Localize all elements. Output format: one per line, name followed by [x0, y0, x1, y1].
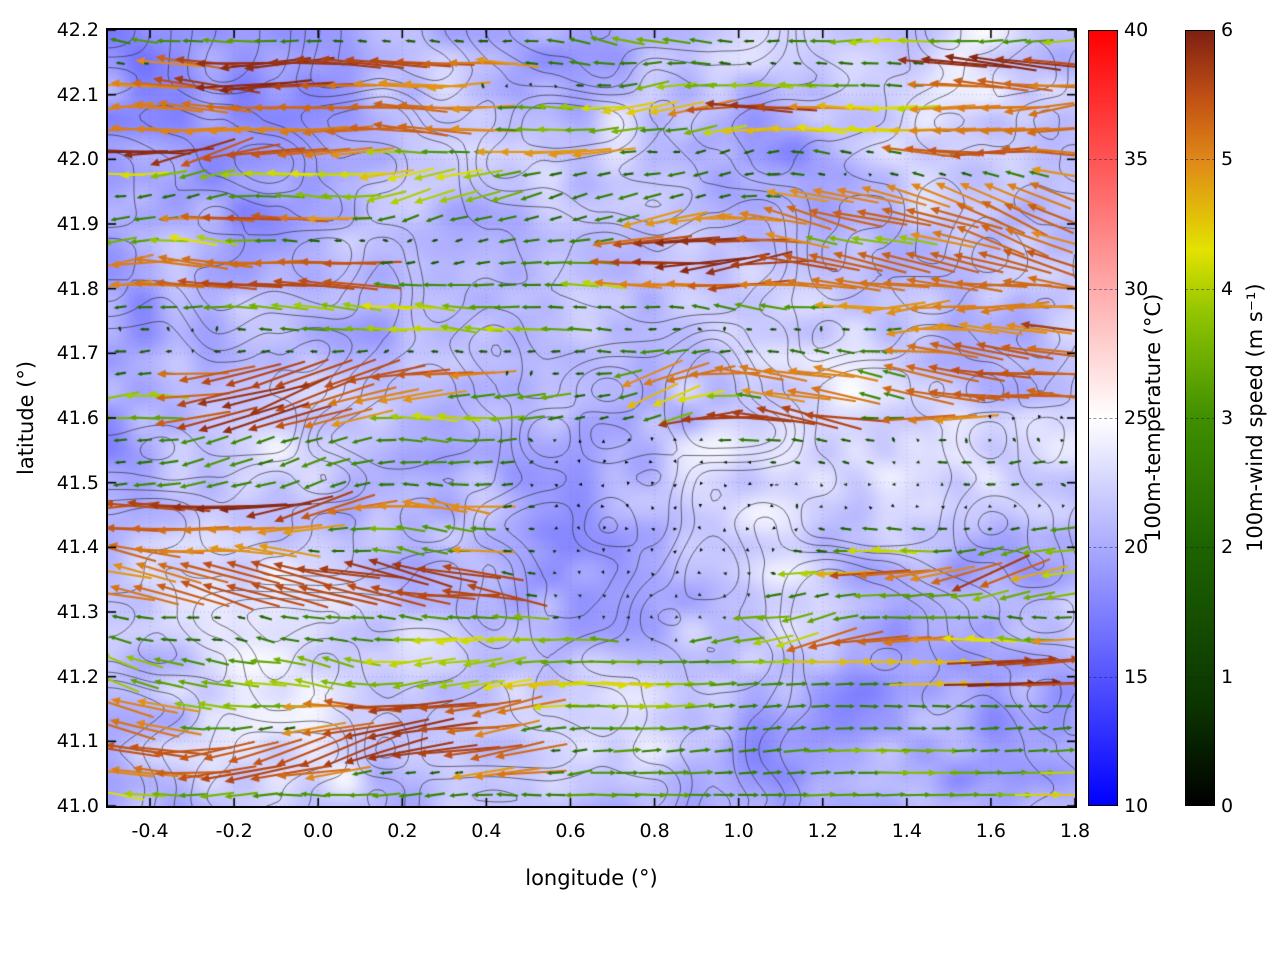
colorbar-gridline — [1088, 547, 1118, 549]
colorbar-tick-label: 0 — [1221, 795, 1234, 817]
y-tick-label: 41.9 — [56, 213, 99, 235]
colorbar-tick-label: 30 — [1124, 277, 1149, 300]
x-tick-label: 0.2 — [387, 820, 418, 842]
colorbar-gridline — [1185, 676, 1215, 678]
colorbar-tick-label: 5 — [1221, 148, 1234, 171]
y-tick-label: 41.0 — [56, 795, 99, 817]
x-tick-label: 1.4 — [891, 820, 922, 842]
colorbar-gridline — [1088, 676, 1118, 678]
x-tick-label: -0.4 — [131, 820, 169, 842]
y-tick-label: 41.7 — [56, 342, 99, 365]
y-tick-label: 41.4 — [56, 536, 99, 559]
colorbar-gridline — [1185, 547, 1215, 549]
x-tick-label: 0.0 — [303, 820, 334, 842]
colorbar-gridline — [1185, 159, 1215, 161]
colorbar-tick-label: 1 — [1221, 665, 1234, 688]
y-tick-label: 41.2 — [56, 665, 99, 688]
temperature-colorbar-label: 100m-temperature (°C) — [1141, 293, 1165, 543]
x-tick-label: 0.8 — [639, 820, 670, 842]
y-tick-label: 41.5 — [56, 471, 99, 494]
colorbar-gridline — [1185, 418, 1215, 419]
y-tick-label: 41.8 — [56, 277, 99, 300]
colorbar-gridline — [1088, 418, 1118, 419]
y-tick-label: 41.6 — [56, 407, 99, 429]
y-tick-label: 41.3 — [56, 601, 99, 623]
x-tick-label: -0.2 — [215, 820, 253, 842]
x-tick-label: 1.0 — [723, 820, 754, 842]
temperature-wind-map-canvas — [108, 30, 1075, 806]
x-tick-label: 0.4 — [471, 820, 502, 842]
x-tick-label: 0.6 — [555, 820, 586, 842]
y-tick-label: 41.1 — [56, 730, 99, 753]
wind-colorbar — [1185, 30, 1215, 806]
y-axis-label: latitude (°) — [14, 360, 38, 476]
y-tick-label: 42.0 — [56, 148, 99, 171]
colorbar-gridline — [1185, 288, 1215, 290]
x-tick-label: 1.2 — [807, 820, 838, 842]
y-tick-label: 42.2 — [56, 19, 99, 41]
colorbar-gridline — [1088, 159, 1118, 161]
colorbar-tick-label: 3 — [1221, 407, 1234, 429]
x-tick-label: 1.8 — [1059, 820, 1091, 842]
colorbar-gridline — [1088, 288, 1118, 290]
colorbar-tick-label: 2 — [1221, 536, 1234, 559]
colorbar-tick-label: 40 — [1124, 19, 1149, 41]
colorbar-tick-label: 6 — [1221, 19, 1234, 41]
x-tick-label: 1.6 — [975, 820, 1007, 842]
colorbar-tick-label: 15 — [1124, 665, 1149, 688]
x-axis-label: longitude (°) — [525, 866, 658, 890]
wind-colorbar-label: 100m-wind speed (m s⁻¹) — [1243, 283, 1267, 553]
y-tick-label: 42.1 — [56, 83, 99, 106]
colorbar-tick-label: 25 — [1124, 407, 1149, 429]
colorbar-tick-label: 4 — [1221, 277, 1234, 300]
colorbar-tick-label: 10 — [1124, 795, 1149, 817]
colorbar-tick-label: 20 — [1124, 536, 1149, 559]
temperature-colorbar — [1088, 30, 1118, 806]
colorbar-tick-label: 35 — [1124, 148, 1149, 171]
